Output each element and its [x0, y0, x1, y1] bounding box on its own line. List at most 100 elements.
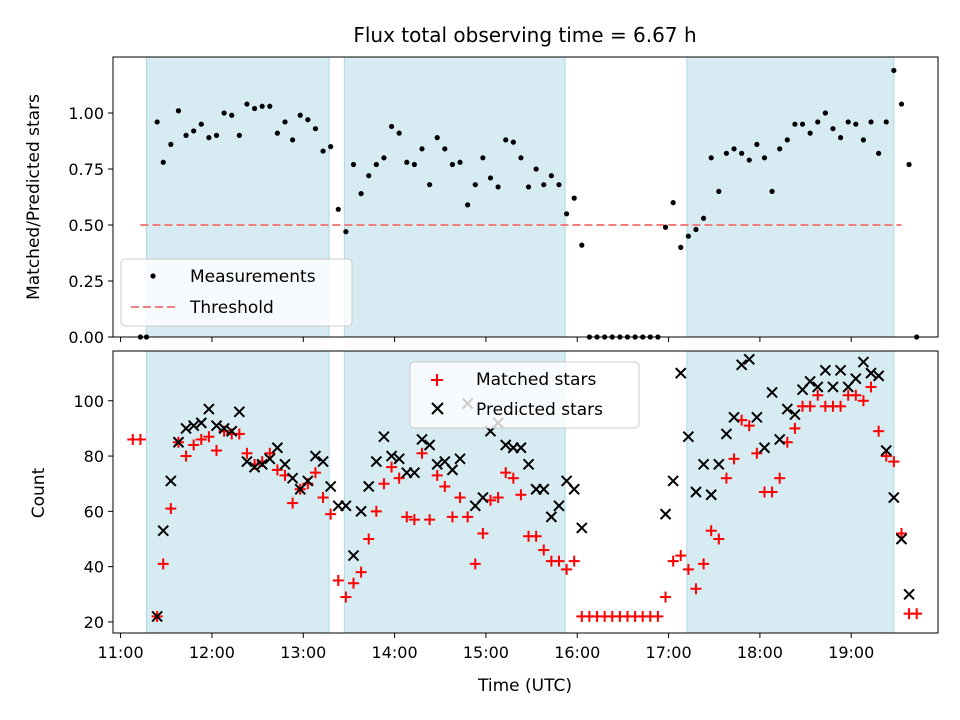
matched-star-point [347, 577, 359, 589]
matched-star-point [370, 505, 382, 517]
measurement-point [434, 135, 440, 141]
matched-star-point [264, 447, 276, 459]
matched-star-point [386, 461, 398, 473]
bottom-legend-box [409, 361, 640, 429]
predicted-star-point [697, 458, 710, 471]
predicted-star-point [781, 403, 794, 415]
measurement-point [548, 173, 554, 179]
predicted-star-point [690, 486, 702, 498]
measurement-point [251, 105, 258, 112]
predicted-star-point [279, 458, 291, 471]
measurement-point [267, 103, 273, 109]
y-tick-label: 1.00 [68, 104, 104, 123]
matched-star-point [698, 558, 710, 570]
top-y-axis-label: Matched/Predicted stars [24, 94, 44, 300]
predicted-star-point [385, 450, 398, 462]
predicted-star-point [363, 480, 375, 493]
measurement-point [236, 132, 242, 138]
predicted-star-point [500, 439, 512, 451]
matched-star-point [287, 497, 299, 509]
measurement-point [411, 161, 417, 168]
measurement-point [837, 135, 844, 141]
measurement-point [868, 119, 874, 125]
measurement-point [457, 159, 463, 165]
measurement-point [381, 155, 387, 161]
measurement-point [746, 157, 752, 163]
matched-star-point [911, 608, 923, 620]
measurement-point [396, 130, 402, 136]
matched-star-point [728, 453, 740, 465]
predicted-star-point [286, 472, 299, 484]
predicted-star-point [233, 406, 246, 418]
measurement-point [571, 195, 577, 201]
measurement-point [297, 112, 303, 118]
y-tick-label: 20 [84, 613, 104, 632]
measurement-point [723, 150, 730, 156]
measurement-point [358, 191, 364, 197]
x-tick-label: 11:00 [98, 643, 144, 662]
matched-star-point [355, 566, 367, 578]
matched-star-point [850, 389, 862, 401]
predicted-star-point [857, 356, 870, 368]
measurement-point [343, 229, 349, 235]
measurement-point [221, 110, 227, 116]
predicted-star-point [241, 455, 253, 468]
legend-threshold-label: Threshold [189, 298, 274, 318]
matched-star-point [530, 530, 542, 542]
predicted-star-point [431, 458, 443, 471]
measurement-point [898, 101, 905, 107]
measurement-point [792, 121, 798, 127]
matched-star-point [211, 445, 223, 457]
measurement-point [427, 182, 433, 188]
measurement-point [556, 182, 562, 188]
measurement-point [784, 137, 790, 143]
measurement-point [700, 215, 707, 221]
y-tick-label: 100 [73, 392, 104, 411]
predicted-star-point [416, 433, 428, 446]
matched-star-point [538, 544, 550, 556]
measurement-point [754, 141, 760, 147]
predicted-star-point [773, 433, 786, 446]
predicted-star-point [682, 430, 695, 443]
y-tick-label: 80 [84, 447, 104, 466]
matched-star-point [789, 422, 801, 434]
top-axes-frame [112, 56, 939, 338]
measurement-point [495, 184, 501, 190]
matched-star-point [416, 447, 428, 459]
measurement-point [259, 103, 265, 109]
matched-star-point [880, 450, 892, 462]
matched-star-point [165, 503, 177, 515]
top-legend-box [120, 258, 353, 327]
matched-star-point [309, 467, 321, 479]
bottom-y-axis: 20 40 60 80 100 [73, 392, 113, 632]
measurement-point [716, 188, 722, 194]
measurement-point [154, 119, 160, 125]
predicted-star-point [865, 367, 877, 379]
predicted-star-point [340, 500, 352, 512]
predicted-star-point [218, 422, 230, 435]
predicted-star-point [226, 425, 238, 437]
measurement-point [373, 161, 379, 168]
matched-star-point [713, 533, 725, 545]
predicted-star-point [355, 505, 367, 518]
predicted-star-point [172, 436, 185, 448]
measurement-point [335, 206, 341, 212]
predicted-star-point [804, 375, 816, 388]
predicted-star-point [454, 453, 466, 465]
matched-star-point [317, 492, 329, 504]
measurement-point [312, 126, 319, 132]
matched-star-point [743, 420, 755, 432]
predicted-star-point [165, 475, 177, 487]
measurement-point [685, 233, 691, 239]
measurement-point [845, 119, 851, 125]
predicted-star-point [180, 422, 192, 435]
top-panel: 0.00 0.25 0.50 0.75 1.00 Matched/Predicted s… [24, 56, 939, 347]
matched-star-point [157, 558, 169, 570]
predicted-star-point [545, 511, 558, 523]
matched-star-point [865, 381, 877, 393]
matched-star-point [873, 425, 885, 437]
measurement-point [480, 155, 486, 161]
matched-star-point [705, 525, 717, 537]
matched-star-point [500, 467, 512, 479]
predicted-star-point [538, 483, 550, 495]
